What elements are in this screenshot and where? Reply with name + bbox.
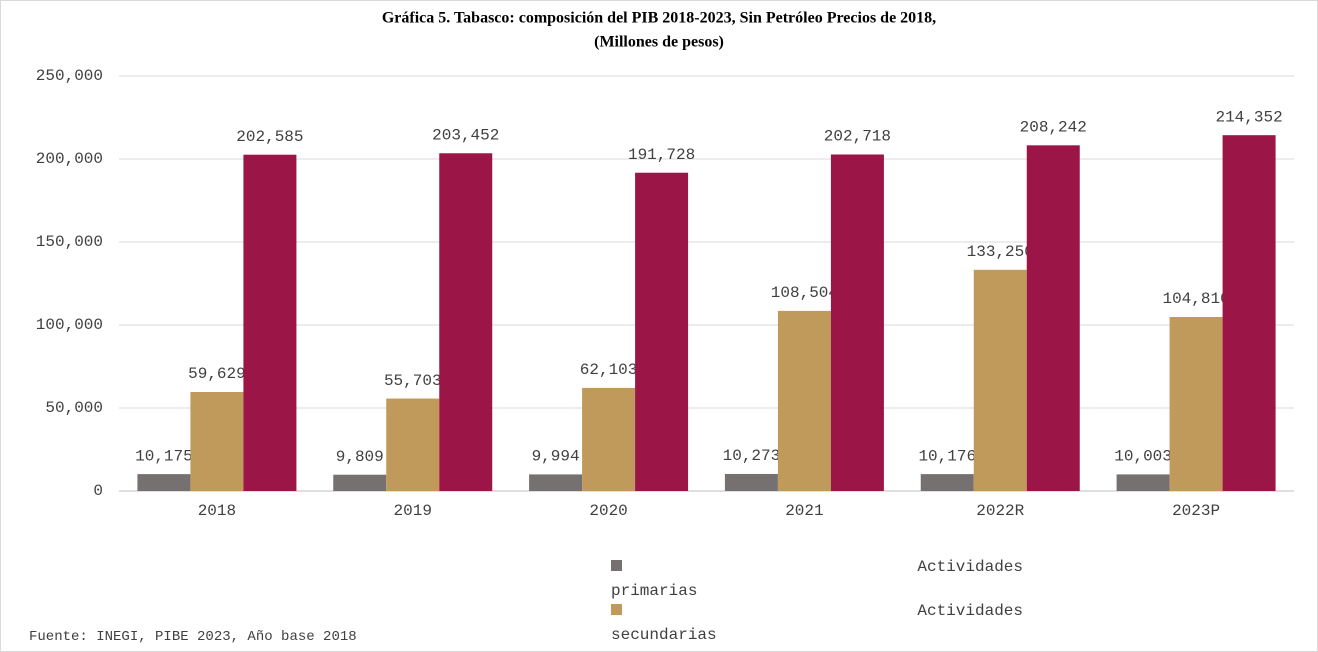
data-label: 202,585 [236, 128, 303, 146]
chart-title: Gráfica 5. Tabasco: composición del PIB … [382, 10, 936, 27]
bar [973, 269, 1027, 491]
bar [1026, 145, 1080, 491]
y-tick-label: 250,000 [36, 67, 103, 85]
data-label: 202,718 [824, 128, 891, 146]
legend-swatch [611, 560, 622, 571]
x-tick-label: 2019 [394, 502, 432, 520]
x-tick-label: 2018 [198, 502, 236, 520]
x-tick-label: 2021 [785, 502, 823, 520]
data-label: 191,728 [628, 146, 695, 164]
data-label: 10,003 [1114, 448, 1172, 466]
y-tick-label: 50,000 [45, 399, 103, 417]
bar [1222, 135, 1276, 492]
data-label: 9,994 [532, 448, 580, 466]
data-label: 214,352 [1215, 108, 1282, 126]
data-label: 10,175 [135, 447, 193, 465]
bar [137, 474, 191, 491]
bar [243, 154, 297, 491]
data-label: 9,809 [336, 448, 384, 466]
data-label: 133,250 [967, 243, 1034, 261]
x-tick-label: 2023P [1172, 502, 1220, 520]
data-label: 208,242 [1020, 119, 1087, 137]
legend-item: Actividades primarias [611, 555, 1023, 603]
bar [1116, 474, 1170, 491]
bar [724, 473, 778, 491]
data-label: 108,504 [771, 284, 838, 302]
legend-swatch [611, 604, 622, 615]
bar [386, 398, 440, 491]
bar [1169, 317, 1223, 491]
x-tick-label: 2022R [976, 502, 1024, 520]
source-note: Fuente: INEGI, PIBE 2023, Año base 2018 [29, 629, 357, 645]
bar [190, 392, 244, 491]
bar [529, 474, 583, 491]
data-label: 104,810 [1162, 290, 1229, 308]
legend-item: Actividades secundarias [611, 599, 1023, 647]
y-tick-label: 200,000 [36, 150, 103, 168]
bar [777, 310, 831, 491]
data-label: 10,176 [918, 447, 976, 465]
data-label: 10,273 [723, 447, 781, 465]
chart-subtitle: (Millones de pesos) [594, 34, 724, 51]
bar [333, 474, 387, 491]
y-tick-label: 100,000 [36, 316, 103, 334]
bar [439, 153, 493, 491]
y-tick-label: 0 [93, 482, 103, 500]
data-label: 62,103 [580, 361, 638, 379]
legend-label: Actividades secundarias [611, 602, 1023, 644]
data-label: 203,452 [432, 126, 499, 144]
x-tick-label: 2020 [589, 502, 627, 520]
legend-label: Actividades primarias [611, 558, 1023, 600]
bar [635, 172, 689, 492]
bar [582, 387, 636, 491]
data-label: 59,629 [188, 365, 246, 383]
data-label: 55,703 [384, 372, 442, 390]
bar [830, 154, 884, 492]
y-tick-label: 150,000 [36, 233, 103, 251]
bar [920, 474, 974, 491]
